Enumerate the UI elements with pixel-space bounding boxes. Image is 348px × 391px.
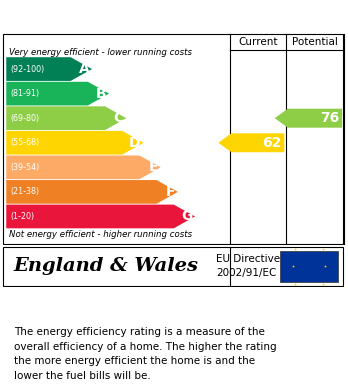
- Text: 62: 62: [262, 136, 282, 150]
- Text: (81-91): (81-91): [10, 89, 40, 98]
- Text: Very energy efficient - lower running costs: Very energy efficient - lower running co…: [9, 48, 192, 57]
- Polygon shape: [6, 204, 195, 228]
- Text: (92-100): (92-100): [10, 65, 45, 74]
- Text: (69-80): (69-80): [10, 114, 40, 123]
- Polygon shape: [6, 131, 143, 154]
- Polygon shape: [6, 57, 92, 81]
- Text: D: D: [129, 136, 141, 150]
- Text: (21-38): (21-38): [10, 187, 40, 196]
- Text: F: F: [166, 185, 175, 199]
- Text: (1-20): (1-20): [10, 212, 34, 221]
- Bar: [280, 251, 338, 282]
- Text: (55-68): (55-68): [10, 138, 40, 147]
- Text: Current: Current: [238, 36, 278, 47]
- Polygon shape: [219, 133, 284, 152]
- Polygon shape: [6, 82, 109, 106]
- Polygon shape: [6, 156, 161, 179]
- Text: B: B: [96, 87, 106, 100]
- Text: G: G: [181, 210, 192, 224]
- Text: C: C: [113, 111, 124, 125]
- Polygon shape: [275, 109, 342, 128]
- Text: England & Wales: England & Wales: [14, 257, 199, 275]
- Text: (39-54): (39-54): [10, 163, 40, 172]
- Text: The energy efficiency rating is a measure of the
overall efficiency of a home. T: The energy efficiency rating is a measur…: [14, 327, 277, 381]
- Text: 76: 76: [320, 111, 339, 125]
- Polygon shape: [6, 106, 126, 130]
- Text: Not energy efficient - higher running costs: Not energy efficient - higher running co…: [9, 230, 192, 239]
- Text: A: A: [78, 62, 89, 76]
- Text: E: E: [148, 160, 158, 174]
- Text: Potential: Potential: [292, 36, 338, 47]
- Text: Energy Efficiency Rating: Energy Efficiency Rating: [10, 7, 239, 25]
- Text: EU Directive
2002/91/EC: EU Directive 2002/91/EC: [216, 254, 280, 278]
- Polygon shape: [6, 180, 178, 204]
